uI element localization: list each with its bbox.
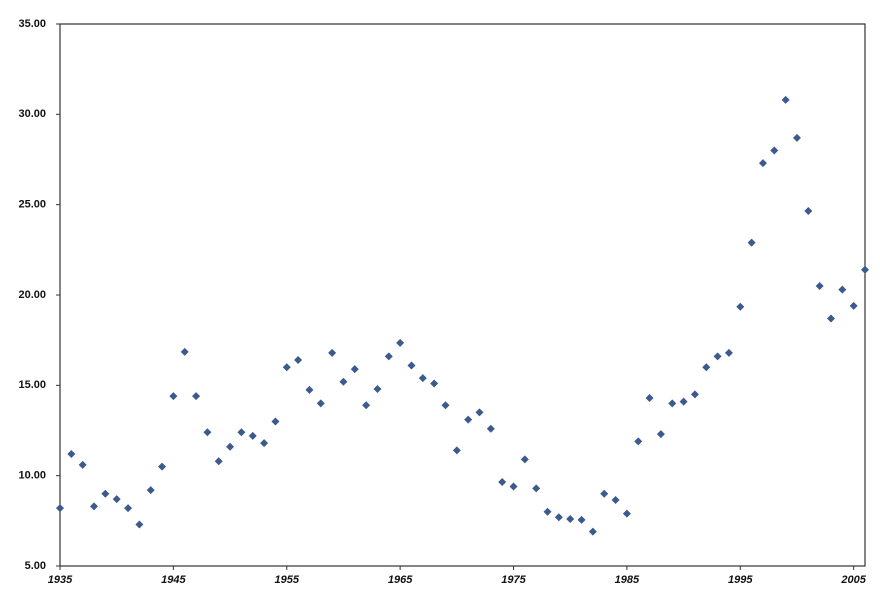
point (600, 489, 609, 498)
y-tick-label: 20.00 (18, 289, 46, 301)
point (679, 397, 688, 406)
point (804, 206, 813, 215)
x-tick-label: 1995 (728, 574, 753, 586)
point (532, 484, 541, 493)
point (339, 377, 348, 386)
point (861, 265, 869, 274)
point (736, 302, 745, 311)
point (611, 496, 620, 505)
plot-frame (59, 23, 866, 567)
point (180, 347, 189, 356)
point (622, 509, 631, 518)
point (67, 449, 76, 458)
point (373, 384, 382, 393)
point (509, 482, 518, 491)
x-tick-label: 1965 (388, 574, 413, 586)
point (668, 399, 677, 408)
point (248, 431, 257, 440)
point (169, 392, 178, 401)
point (838, 285, 847, 294)
point (418, 374, 427, 383)
point (758, 159, 767, 168)
point (430, 379, 439, 388)
point (747, 238, 756, 247)
point (124, 504, 133, 513)
point (112, 495, 121, 504)
x-tick-label: 2005 (840, 574, 866, 586)
point (781, 95, 790, 104)
point (656, 430, 665, 439)
x-tick-label: 1935 (48, 574, 73, 586)
x-tick-label: 1975 (501, 574, 526, 586)
point (101, 489, 110, 498)
point (237, 428, 246, 437)
y-tick-label: 10.00 (18, 470, 46, 482)
point (282, 363, 291, 372)
point (328, 348, 337, 357)
y-tick-label: 25.00 (18, 199, 46, 211)
point (634, 437, 643, 446)
y-tick-label: 30.00 (18, 108, 46, 120)
point (192, 392, 201, 401)
point (271, 417, 280, 426)
point (826, 314, 835, 323)
point (724, 348, 733, 357)
point (475, 408, 484, 417)
point (316, 399, 325, 408)
y-tick-label: 15.00 (18, 379, 46, 391)
point (350, 365, 359, 374)
point (407, 361, 416, 370)
point (554, 513, 563, 522)
point (441, 401, 450, 410)
point (849, 301, 858, 310)
point (90, 502, 99, 511)
point (566, 515, 575, 524)
x-tick-label: 1985 (615, 574, 640, 586)
point (362, 401, 371, 410)
point (588, 527, 597, 536)
point (135, 520, 144, 529)
point (146, 486, 155, 495)
point (645, 393, 654, 402)
point (770, 146, 779, 155)
point (486, 424, 495, 433)
point (520, 455, 529, 464)
point (78, 460, 87, 469)
point (214, 457, 223, 466)
point (543, 507, 552, 516)
point (464, 415, 473, 424)
point (396, 338, 405, 347)
point (56, 504, 64, 513)
point (305, 385, 314, 394)
point (452, 446, 461, 455)
point (384, 352, 393, 361)
point (294, 356, 303, 365)
point (260, 439, 269, 448)
point (158, 462, 167, 471)
point (498, 477, 507, 486)
point (815, 281, 824, 290)
y-tick-label: 5.00 (25, 560, 46, 572)
point (226, 442, 235, 451)
point (702, 363, 711, 372)
point (792, 133, 801, 142)
point (690, 390, 699, 399)
point (713, 352, 722, 361)
x-tick-label: 1945 (161, 574, 186, 586)
point (203, 428, 212, 437)
y-tick-label: 35.00 (18, 18, 46, 30)
x-tick-label: 1955 (275, 574, 300, 586)
point (577, 515, 586, 524)
